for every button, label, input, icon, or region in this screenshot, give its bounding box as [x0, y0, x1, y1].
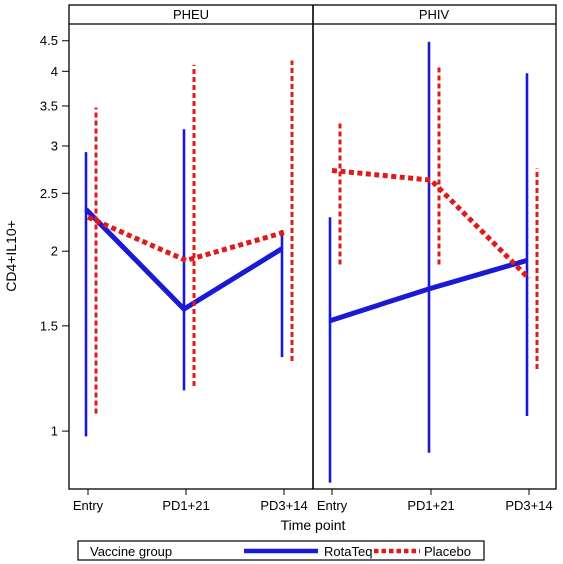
- y-tick-label: 1: [51, 424, 58, 439]
- y-tick-label: 4.5: [40, 33, 58, 48]
- x-tick-label: PD3+14: [260, 498, 307, 513]
- y-tick-label: 3.5: [40, 98, 58, 113]
- legend-frame: [77, 540, 485, 561]
- panel-label-phiv: PHIV: [419, 7, 450, 22]
- y-tick-label: 2.5: [40, 186, 58, 201]
- panel-phiv: [328, 41, 539, 483]
- series-line-placebo: [86, 214, 285, 264]
- y-tick-label: 3: [51, 138, 58, 153]
- legend-title: Vaccine group: [90, 544, 172, 559]
- y-tick-label: 2: [51, 244, 58, 259]
- x-tick-label: Entry: [317, 498, 348, 513]
- x-tick-label: PD1+21: [162, 498, 209, 513]
- panel-pheu: [84, 60, 294, 437]
- legend: Vaccine group RotaTeq Placebo: [77, 540, 485, 561]
- y-tick-label: 4: [51, 64, 58, 79]
- legend-label-rotateq: RotaTeq: [324, 544, 372, 559]
- series-line-rotateq: [84, 207, 284, 313]
- y-axis-title: CD4+IL10+: [3, 220, 19, 292]
- x-axis-title: Time point: [281, 517, 346, 533]
- x-tick-label: PD3+14: [505, 498, 552, 513]
- y-tick-label: 1.5: [40, 318, 58, 333]
- y-axis: 1 1.5 2 2.5 3 3.5 4 4.5: [40, 33, 69, 439]
- series-line-placebo: [331, 167, 531, 281]
- legend-label-placebo: Placebo: [424, 544, 471, 559]
- x-tick-label: PD1+21: [407, 498, 454, 513]
- x-tick-label: Entry: [73, 498, 104, 513]
- x-axis: Entry PD1+21 PD3+14 Entry PD1+21 PD3+14: [73, 489, 553, 513]
- series-line-rotateq: [329, 258, 528, 324]
- panel-label-pheu: PHEU: [173, 7, 209, 22]
